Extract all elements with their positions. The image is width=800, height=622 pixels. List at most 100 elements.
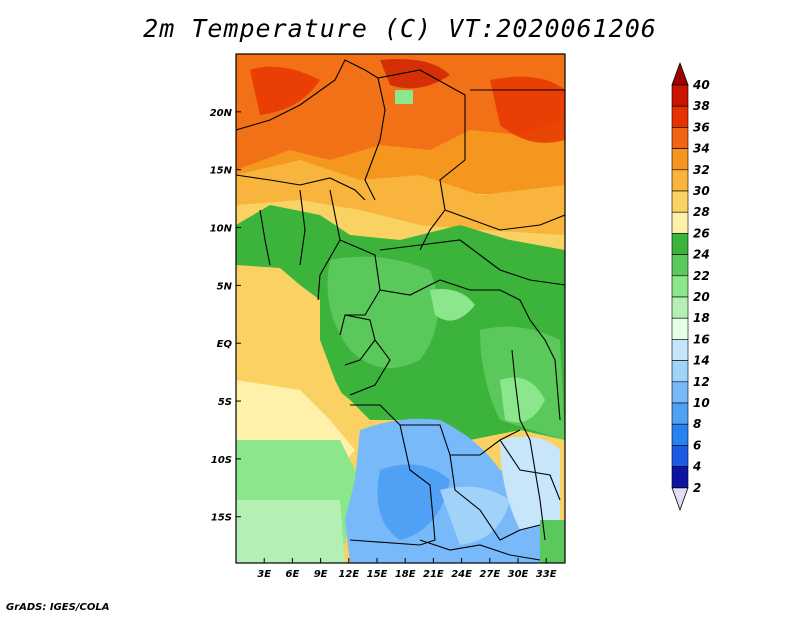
lon-tick-label: 12E [338,569,359,580]
lon-tick-label: 9E [314,569,328,580]
colorbar-swatch [671,402,689,425]
lat-tick-label: 5N [217,281,233,292]
field-cool-east [440,486,510,545]
lat-tick-label: 20N [210,108,233,119]
colorbar-level-label: 20 [693,290,710,304]
colorbar-level-label: 30 [693,184,710,198]
boundary-drc-north [379,279,531,321]
field-cold-core [377,464,450,540]
footer-credit: GrADS: IGES/COLA [6,602,110,613]
field-warm-band [236,160,565,235]
lat-tick-label: 10N [210,224,233,235]
lat-tick-label: EQ [217,339,233,350]
boundary-sahel-south [236,174,366,201]
boundary-niger-chad [364,77,386,201]
boundary-congo [349,339,391,396]
lon-tick-label: 30E [508,569,529,580]
colorbar-level-label: 2 [693,481,701,495]
colorbar: 40 38 36 34 32 30 28 26 24 22 20 18 16 14 12 10 8 6 4 2 [671,61,710,511]
colorbar-swatch [671,466,689,489]
boundary-zambia [449,454,541,541]
colorbar-swatch [671,317,689,340]
colorbar-level-label: 26 [693,226,710,240]
colorbar-max-triangle [671,61,689,86]
lon-tick-label: 24E [451,569,472,580]
boundary-rift-lakes [511,349,546,541]
field-very-hot [236,54,565,170]
colorbar-swatch [671,360,689,383]
field-plateau [430,289,475,321]
temperature-field [236,54,565,563]
boundary-west-coast [259,209,271,266]
lon-tick-label: 3E [257,569,271,580]
colorbar-level-label: 8 [693,417,701,431]
colorbar-swatch [671,423,689,446]
boundary-uganda-kenya [529,319,561,421]
map-frame [235,53,566,564]
lon-tick-label: 33E [536,569,557,580]
field-hot-spot-east [490,76,565,143]
colorbar-level-label: 36 [693,120,710,134]
field-hot-spot-north [380,59,450,89]
colorbar-swatch [671,127,689,149]
boundary-car [379,239,565,286]
colorbar-swatch [671,148,689,171]
colorbar-level-label: 32 [693,163,710,177]
lon-tick-label: 15E [367,569,388,580]
colorbar-swatch [671,84,689,107]
colorbar-swatch [671,275,689,298]
colorbar-level-label: 38 [693,99,710,113]
boundary-angola [349,424,436,546]
field-hot-spot-west [250,66,320,115]
colorbar-swatch [671,445,689,467]
colorbar-level-label: 16 [693,332,710,346]
lat-tick-label: 15S [211,513,232,524]
boundary-drc-south [350,404,521,456]
lat-tick-label: 10S [211,455,232,466]
colorbar-swatch [671,190,689,213]
colorbar-level-label: 28 [693,205,710,219]
colorbar-min-triangle [671,487,689,511]
colorbar-level-label: 34 [693,142,710,156]
colorbar-level-label: 6 [693,438,701,452]
lon-tick-label: 6E [286,569,300,580]
boundary-south [419,539,541,561]
longitude-axis: 3E 6E 9E 12E 15E 18E 21E 24E 27E 30E 33E [257,558,557,580]
colorbar-swatch [671,105,689,128]
colorbar-level-label: 14 [693,354,710,368]
country-boundaries [236,59,565,561]
field-lake-spot [395,90,413,104]
colorbar-level-label: 24 [693,248,710,262]
boundary-cameroon [339,239,381,336]
colorbar-swatch [671,381,689,404]
lon-tick-label: 18E [395,569,416,580]
colorbar-level-label: 4 [692,460,701,474]
colorbar-level-label: 12 [693,375,710,389]
field-great-lakes [500,377,545,423]
field-mild-east [500,436,560,530]
colorbar-swatch [671,296,689,319]
colorbar-level-label: 22 [693,269,710,283]
latitude-axis: 20N 15N 10N 5N EQ 5S 10S 15S [210,108,241,524]
lon-tick-label: 27E [479,569,500,580]
boundary-benin [299,189,306,266]
field-southwest-cool [236,500,345,563]
colorbar-level-label: 10 [693,396,710,410]
boundary-nigeria [317,189,341,301]
boundary-sudan-south [444,209,565,231]
colorbar-swatch [671,339,689,361]
lat-tick-label: 15N [210,166,233,177]
boundary-chad-sudan [377,69,466,251]
boundary-sahara-west [236,59,379,131]
colorbar-swatch [671,169,689,192]
colorbar-swatch [671,254,689,277]
lon-tick-label: 21E [423,569,444,580]
colorbar-swatch [671,233,689,255]
chart-title: 2m Temperature (C) VT:2020061206 [143,14,657,43]
field-congo-basin [327,256,438,368]
lat-tick-label: 5S [218,397,232,408]
colorbar-level-label: 40 [692,78,710,92]
field-coast-east [540,520,565,563]
